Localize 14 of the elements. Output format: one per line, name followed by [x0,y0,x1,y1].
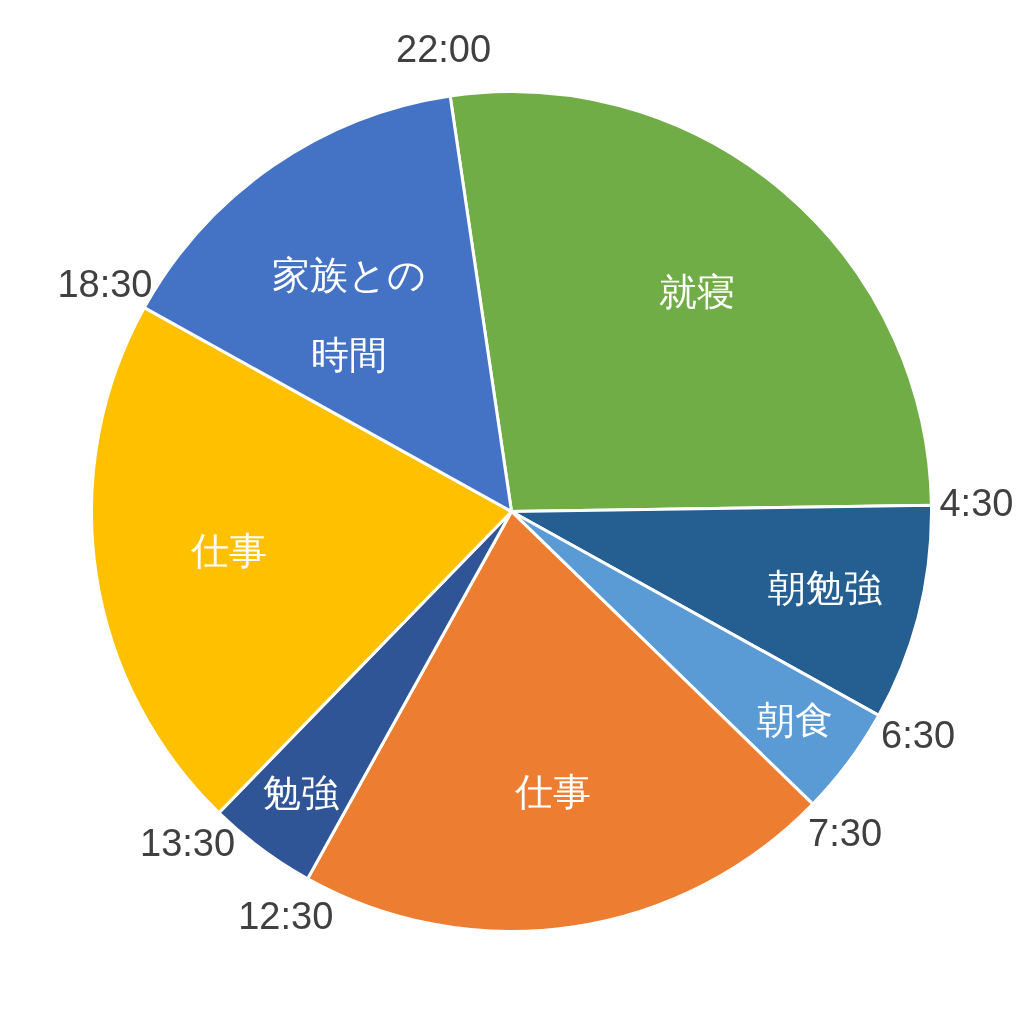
slice-label: 仕事 [514,771,592,814]
text: 12:30 [238,895,334,938]
slice-label: 仕事 [189,530,267,573]
slice-label: 朝勉強 [768,567,883,610]
slice-label: 就寝 [658,270,735,313]
text: 7:30 [808,812,883,855]
slice-label: 朝食 [756,698,833,741]
text: 18:30 [57,262,153,305]
text: 13:30 [140,822,236,865]
slice-label: 家族との時間 [272,253,426,376]
text: 6:30 [881,714,956,757]
text: 22:00 [396,28,492,71]
slice-label: 勉強 [263,771,340,814]
text: 4:30 [939,481,1014,524]
